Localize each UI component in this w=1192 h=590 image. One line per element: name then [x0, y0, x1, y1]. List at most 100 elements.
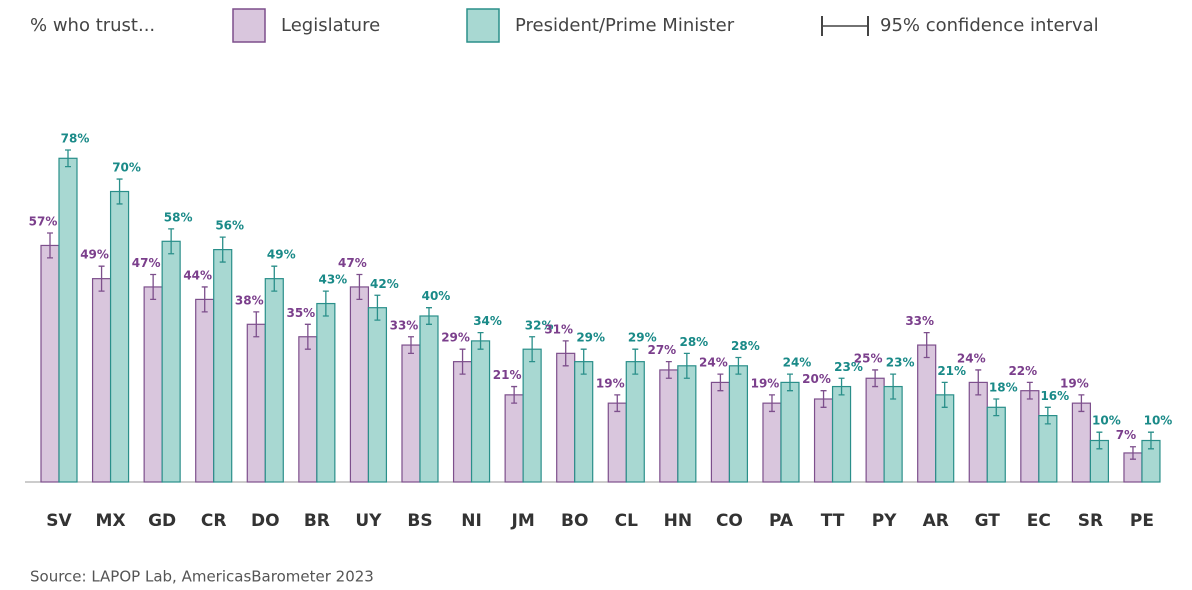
- data-label: 31%: [544, 322, 573, 336]
- error-bar: [459, 348, 466, 375]
- bar: [1020, 390, 1040, 483]
- error-bar: [511, 385, 518, 404]
- error-bar: [717, 373, 724, 392]
- error-bar: [993, 398, 1000, 417]
- error-bar: [768, 394, 775, 413]
- bar: [213, 249, 233, 483]
- x-tick-label: MX: [96, 511, 126, 531]
- x-tick-label: DO: [251, 511, 280, 531]
- bar: [522, 348, 542, 483]
- x-tick-label: JM: [511, 511, 535, 531]
- data-label: 28%: [679, 335, 708, 349]
- data-label: 27%: [647, 343, 676, 357]
- data-label: 49%: [267, 248, 296, 262]
- bar: [58, 157, 78, 483]
- error-bar: [890, 373, 897, 400]
- error-bar: [872, 369, 879, 388]
- data-label: 24%: [957, 351, 986, 365]
- data-label: 19%: [596, 376, 625, 390]
- bar: [504, 394, 524, 483]
- bar: [246, 323, 266, 483]
- bar: [607, 402, 627, 483]
- data-label: 57%: [29, 215, 58, 229]
- data-label: 56%: [215, 219, 244, 233]
- legend-title: % who trust...: [30, 15, 155, 36]
- x-tick-label: BR: [304, 511, 330, 531]
- bar: [625, 361, 645, 483]
- error-bar: [580, 348, 587, 375]
- bar: [470, 340, 491, 483]
- error-bar: [735, 356, 742, 375]
- error-bar: [253, 311, 260, 338]
- error-bar: [168, 228, 175, 255]
- data-label: 44%: [183, 268, 212, 282]
- bar: [161, 240, 181, 483]
- data-label: 28%: [731, 339, 760, 353]
- error-bar: [1147, 431, 1154, 450]
- bar: [986, 406, 1006, 483]
- x-tick-label: TT: [821, 511, 845, 531]
- bar: [1071, 402, 1092, 483]
- x-tick-label: SR: [1078, 511, 1103, 531]
- x-tick-label: GD: [148, 511, 176, 531]
- error-bar: [425, 307, 432, 325]
- data-label: 35%: [286, 306, 315, 320]
- bar: [968, 381, 988, 483]
- bar: [419, 315, 439, 483]
- x-tick-label: PA: [769, 511, 794, 531]
- x-tick-label: PY: [872, 511, 897, 531]
- bar: [109, 190, 130, 483]
- data-label: 38%: [235, 293, 264, 307]
- bar: [865, 377, 885, 483]
- data-label: 29%: [441, 331, 470, 345]
- ci-icon: [821, 16, 869, 36]
- data-label: 21%: [493, 368, 522, 382]
- data-label: 42%: [370, 277, 399, 291]
- error-bar: [201, 286, 208, 313]
- bar: [401, 344, 421, 483]
- error-bar: [98, 265, 105, 292]
- error-bar: [47, 232, 53, 259]
- bar: [264, 278, 284, 483]
- error-bar: [820, 390, 827, 408]
- data-label: 19%: [1060, 376, 1089, 390]
- bar: [780, 381, 800, 483]
- error-bar: [407, 336, 414, 354]
- bar: [1038, 415, 1058, 483]
- error-bar: [65, 149, 71, 168]
- x-tick-label: BS: [407, 511, 432, 531]
- data-label: 33%: [390, 318, 419, 332]
- x-tick-label: HN: [664, 511, 692, 531]
- error-bar: [683, 352, 690, 379]
- error-bar: [271, 265, 278, 292]
- x-tick-label: AR: [923, 511, 949, 531]
- data-label: 24%: [699, 356, 728, 370]
- error-bar: [219, 236, 226, 263]
- legend-swatch: [232, 8, 266, 43]
- bar: [143, 286, 163, 483]
- x-tick-label: GT: [975, 511, 1001, 531]
- legend-label: President/Prime Minister: [515, 15, 735, 36]
- x-tick-label: BO: [561, 511, 588, 531]
- error-bar: [614, 394, 621, 413]
- x-tick-label: PE: [1130, 511, 1154, 531]
- x-tick-label: EC: [1027, 511, 1051, 531]
- data-label: 23%: [834, 360, 863, 374]
- error-bar: [562, 340, 569, 367]
- source: Source: LAPOP Lab, AmericasBarometer 202…: [30, 568, 374, 586]
- data-label: 40%: [422, 289, 451, 303]
- bar: [710, 381, 731, 483]
- error-bar: [116, 178, 123, 205]
- error-bar: [838, 377, 845, 396]
- data-label: 58%: [164, 210, 193, 224]
- bar: [298, 336, 318, 483]
- data-label: 16%: [1040, 389, 1069, 403]
- bar: [452, 361, 473, 483]
- bar: [574, 361, 594, 483]
- error-bar: [665, 361, 672, 379]
- error-bar: [923, 331, 930, 359]
- bar: [813, 398, 834, 483]
- data-label: 29%: [576, 331, 605, 345]
- data-label: 78%: [61, 132, 90, 146]
